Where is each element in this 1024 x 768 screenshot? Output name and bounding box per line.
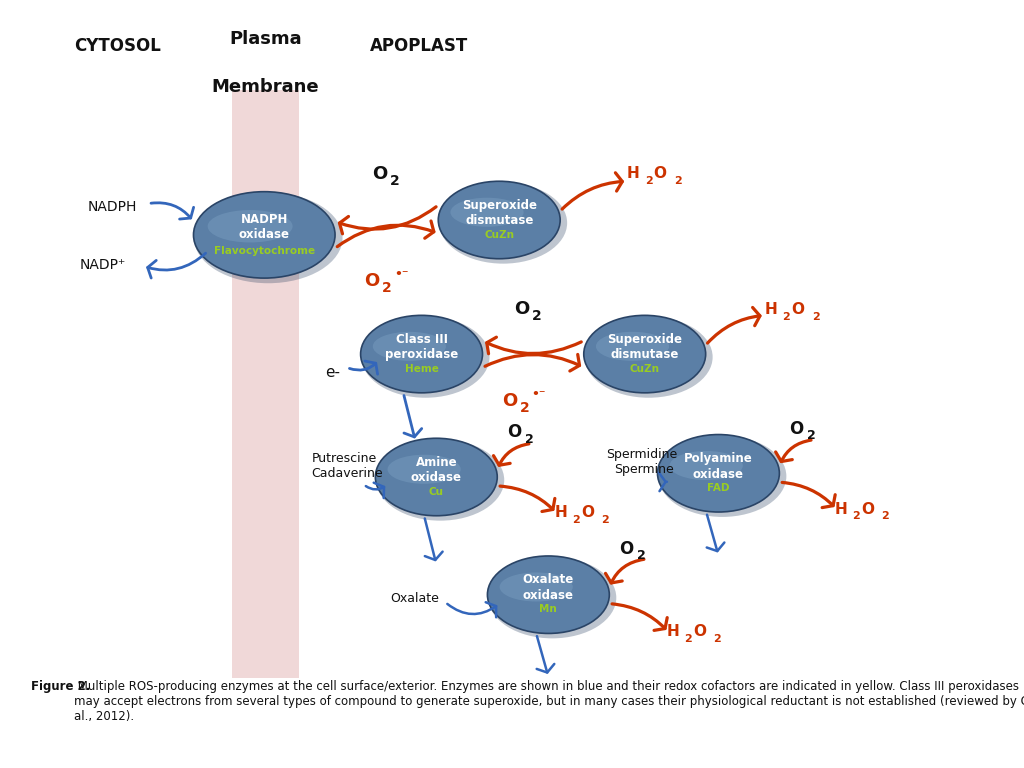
Text: CuZn: CuZn (484, 230, 514, 240)
Text: 2: 2 (674, 176, 682, 187)
Ellipse shape (373, 332, 445, 361)
Text: Class III
peroxidase: Class III peroxidase (385, 333, 458, 362)
Text: Amine
oxidase: Amine oxidase (411, 455, 462, 485)
Text: Polyamine
oxidase: Polyamine oxidase (684, 452, 753, 481)
Text: 2: 2 (390, 174, 399, 187)
Ellipse shape (208, 210, 293, 243)
Text: O: O (653, 167, 667, 181)
Text: CuZn: CuZn (630, 364, 659, 374)
Text: NADPH: NADPH (87, 200, 136, 214)
Text: APOPLAST: APOPLAST (370, 38, 468, 55)
Text: O: O (502, 392, 517, 410)
Text: Cadaverine: Cadaverine (311, 467, 383, 480)
Text: Putrescine: Putrescine (311, 452, 377, 465)
Ellipse shape (376, 439, 504, 521)
Ellipse shape (360, 316, 482, 392)
Text: Figure 2.: Figure 2. (31, 680, 90, 693)
FancyBboxPatch shape (231, 90, 299, 678)
Text: O: O (861, 502, 873, 517)
Ellipse shape (658, 435, 786, 517)
Text: 2: 2 (645, 176, 652, 187)
Text: H: H (667, 624, 679, 640)
Text: 2: 2 (882, 511, 890, 521)
Text: O: O (373, 165, 388, 183)
Text: 2: 2 (382, 281, 392, 295)
Ellipse shape (488, 557, 616, 638)
Text: Superoxide
dismutase: Superoxide dismutase (607, 333, 682, 362)
Ellipse shape (387, 455, 461, 484)
Text: 2: 2 (637, 548, 645, 561)
Text: 2: 2 (852, 511, 860, 521)
Ellipse shape (194, 192, 335, 278)
Ellipse shape (376, 439, 498, 516)
Ellipse shape (584, 316, 706, 392)
Text: H: H (554, 505, 567, 520)
Text: O: O (365, 272, 380, 290)
Ellipse shape (657, 435, 779, 512)
Text: FAD: FAD (708, 483, 730, 493)
Text: Cu: Cu (429, 487, 443, 497)
Text: O: O (790, 419, 804, 438)
Ellipse shape (438, 181, 560, 259)
Text: 2: 2 (524, 432, 534, 445)
Text: •⁻: •⁻ (531, 388, 546, 401)
Text: Mn: Mn (540, 604, 557, 614)
Text: Plasma: Plasma (229, 30, 302, 48)
Ellipse shape (451, 197, 523, 227)
Text: H: H (765, 302, 777, 317)
Text: 2: 2 (714, 634, 721, 644)
Text: Superoxide
dismutase: Superoxide dismutase (462, 199, 537, 227)
Text: Heme: Heme (404, 364, 438, 374)
Text: 2: 2 (684, 634, 692, 644)
Text: Multiple ROS-producing enzymes at the cell surface/exterior. Enzymes are shown i: Multiple ROS-producing enzymes at the ce… (74, 680, 1024, 723)
Text: O: O (507, 423, 521, 442)
Text: 2: 2 (782, 312, 791, 322)
Ellipse shape (596, 332, 669, 361)
Text: 2: 2 (807, 429, 816, 442)
Text: 2: 2 (572, 515, 580, 525)
Text: O: O (792, 302, 804, 317)
Text: Spermine: Spermine (614, 463, 674, 476)
Text: 2: 2 (520, 401, 529, 415)
Text: e-: e- (326, 366, 340, 380)
Text: O: O (693, 624, 706, 640)
Text: CYTOSOL: CYTOSOL (75, 38, 162, 55)
Text: NADPH
oxidase: NADPH oxidase (239, 213, 290, 241)
Text: Oxalate: Oxalate (390, 592, 439, 605)
Ellipse shape (194, 193, 342, 283)
Text: •⁻: •⁻ (394, 268, 409, 281)
Ellipse shape (585, 316, 713, 398)
Ellipse shape (487, 556, 609, 634)
Text: O: O (514, 300, 529, 319)
Text: Flavocytochrome: Flavocytochrome (214, 247, 314, 257)
Text: Spermidine: Spermidine (606, 449, 678, 461)
Ellipse shape (500, 572, 572, 601)
Ellipse shape (670, 451, 742, 480)
Ellipse shape (439, 182, 567, 263)
Text: 2: 2 (601, 515, 609, 525)
Text: O: O (620, 540, 634, 558)
Text: H: H (627, 167, 640, 181)
Text: Oxalate
oxidase: Oxalate oxidase (522, 574, 574, 602)
Text: NADP⁺: NADP⁺ (80, 258, 126, 272)
Text: H: H (835, 502, 847, 517)
Text: O: O (581, 505, 594, 520)
Ellipse shape (361, 316, 489, 398)
Text: 2: 2 (812, 312, 819, 322)
Text: 2: 2 (531, 309, 542, 323)
Text: Membrane: Membrane (211, 78, 319, 97)
